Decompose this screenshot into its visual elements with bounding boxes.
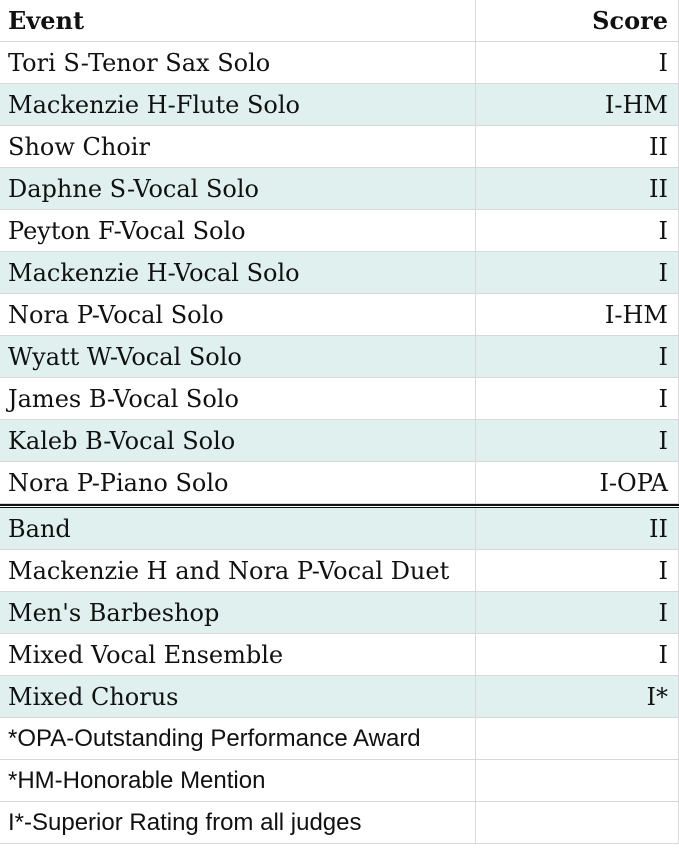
event-cell[interactable]: Mixed Vocal Ensemble (0, 634, 476, 676)
event-cell[interactable]: Kaleb B-Vocal Solo (0, 420, 476, 462)
score-cell[interactable]: I-HM (476, 294, 679, 336)
score-cell[interactable]: I-OPA (476, 462, 679, 504)
score-cell[interactable]: I (476, 210, 679, 252)
header-cell[interactable]: Event (0, 0, 476, 42)
event-cell[interactable]: Wyatt W-Vocal Solo (0, 336, 476, 378)
event-cell[interactable]: Men's Barbeshop (0, 592, 476, 634)
score-cell[interactable]: I* (476, 676, 679, 718)
event-cell[interactable]: Mackenzie H-Vocal Solo (0, 252, 476, 294)
score-cell[interactable]: II (476, 168, 679, 210)
footnote-cell[interactable]: *OPA-Outstanding Performance Award (0, 718, 476, 760)
group-divider (0, 504, 679, 508)
score-cell[interactable]: I (476, 378, 679, 420)
empty-cell[interactable] (476, 760, 679, 802)
score-cell[interactable]: II (476, 126, 679, 168)
event-cell[interactable]: Show Choir (0, 126, 476, 168)
score-cell[interactable]: I (476, 336, 679, 378)
event-cell[interactable]: Nora P-Vocal Solo (0, 294, 476, 336)
event-cell[interactable]: Mackenzie H and Nora P-Vocal Duet (0, 550, 476, 592)
event-cell[interactable]: Band (0, 508, 476, 550)
footnote-cell[interactable]: *HM-Honorable Mention (0, 760, 476, 802)
score-cell[interactable]: I (476, 42, 679, 84)
event-cell[interactable]: Tori S-Tenor Sax Solo (0, 42, 476, 84)
event-cell[interactable]: Mackenzie H-Flute Solo (0, 84, 476, 126)
score-cell[interactable]: I-HM (476, 84, 679, 126)
score-cell[interactable]: II (476, 508, 679, 550)
score-cell[interactable]: I (476, 252, 679, 294)
score-cell[interactable]: I (476, 420, 679, 462)
footnote-cell[interactable]: I*-Superior Rating from all judges (0, 802, 476, 844)
event-cell[interactable]: Daphne S-Vocal Solo (0, 168, 476, 210)
score-cell[interactable]: I (476, 592, 679, 634)
event-cell[interactable]: Peyton F-Vocal Solo (0, 210, 476, 252)
empty-cell[interactable] (476, 718, 679, 760)
score-cell[interactable]: I (476, 634, 679, 676)
score-cell[interactable]: I (476, 550, 679, 592)
event-cell[interactable]: Mixed Chorus (0, 676, 476, 718)
event-cell[interactable]: James B-Vocal Solo (0, 378, 476, 420)
empty-cell[interactable] (476, 802, 679, 844)
header-cell[interactable]: Score (476, 0, 679, 42)
event-cell[interactable]: Nora P-Piano Solo (0, 462, 476, 504)
